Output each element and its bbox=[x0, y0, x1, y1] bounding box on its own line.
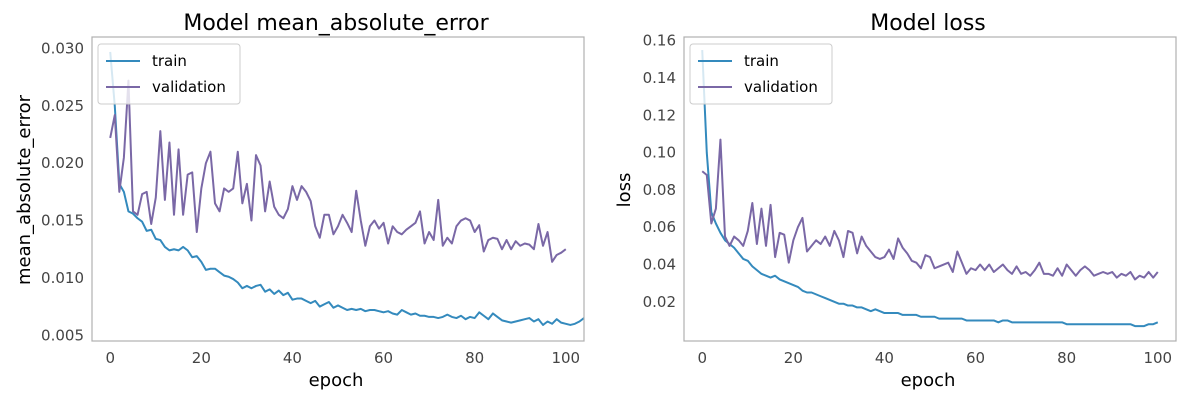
series-line-validation bbox=[701, 138, 1159, 281]
y-tick-label: 0.005 bbox=[41, 326, 84, 344]
series-layer bbox=[701, 50, 1159, 328]
chart-title: Model mean_absolute_error bbox=[183, 11, 489, 36]
x-tick-label: 60 bbox=[374, 349, 393, 367]
series-line-train bbox=[701, 50, 1159, 328]
legend-label-train: train bbox=[152, 52, 187, 70]
series-line-validation bbox=[109, 79, 567, 263]
plot-frame bbox=[91, 36, 585, 342]
legend-label-validation: validation bbox=[744, 78, 818, 96]
y-tick-label: 0.08 bbox=[643, 181, 676, 199]
series-layer bbox=[109, 51, 585, 326]
legend-label-train: train bbox=[744, 52, 779, 70]
y-tick-label: 0.04 bbox=[643, 256, 676, 274]
y-tick-label: 0.06 bbox=[643, 218, 676, 236]
legend-box bbox=[97, 43, 241, 105]
legend: train validation bbox=[97, 43, 241, 105]
chart-title: Model loss bbox=[870, 11, 986, 36]
y-tick-label: 0.14 bbox=[643, 69, 676, 87]
x-tick-label: 60 bbox=[966, 349, 985, 367]
tick-layer: 0 20 40 60 80 100 0.005 0.010 0.015 0.020 0.025 0.0… bbox=[41, 39, 580, 367]
y-tick-label: 0.16 bbox=[643, 32, 676, 50]
y-tick-label: 0.015 bbox=[41, 212, 84, 230]
y-tick-label: 0.12 bbox=[643, 106, 676, 124]
x-tick-label: 100 bbox=[551, 349, 580, 367]
y-tick-label: 0.10 bbox=[643, 144, 676, 162]
loss-chart: Model loss epoch loss 0 20 40 60 80 100 0.02 0.… bbox=[614, 11, 1177, 391]
x-tick-label: 0 bbox=[105, 349, 115, 367]
legend: train validation bbox=[689, 43, 833, 105]
y-tick-label: 0.030 bbox=[41, 39, 84, 57]
tick-layer: 0 20 40 60 80 100 0.02 0.04 0.06 0.08 0.10 0.12 0.14… bbox=[643, 32, 1173, 367]
x-tick-label: 40 bbox=[283, 349, 302, 367]
x-tick-label: 20 bbox=[192, 349, 211, 367]
x-tick-label: 80 bbox=[465, 349, 484, 367]
legend-label-validation: validation bbox=[152, 78, 226, 96]
y-tick-label: 0.020 bbox=[41, 154, 84, 172]
x-tick-label: 0 bbox=[697, 349, 707, 367]
y-axis-label: mean_absolute_error bbox=[14, 94, 35, 285]
x-tick-label: 80 bbox=[1057, 349, 1076, 367]
mae-chart: Model mean_absolute_error epoch mean_abs… bbox=[14, 11, 585, 391]
legend-box bbox=[689, 43, 833, 105]
y-tick-label: 0.02 bbox=[643, 293, 676, 311]
y-tick-label: 0.025 bbox=[41, 97, 84, 115]
x-axis-label: epoch bbox=[309, 370, 364, 391]
plot-frame bbox=[683, 36, 1177, 342]
y-tick-label: 0.010 bbox=[41, 269, 84, 287]
x-tick-label: 40 bbox=[875, 349, 894, 367]
series-line-train bbox=[109, 51, 585, 326]
x-axis-label: epoch bbox=[901, 370, 956, 391]
x-tick-label: 20 bbox=[784, 349, 803, 367]
x-tick-label: 100 bbox=[1143, 349, 1172, 367]
y-axis-label: loss bbox=[614, 173, 635, 208]
